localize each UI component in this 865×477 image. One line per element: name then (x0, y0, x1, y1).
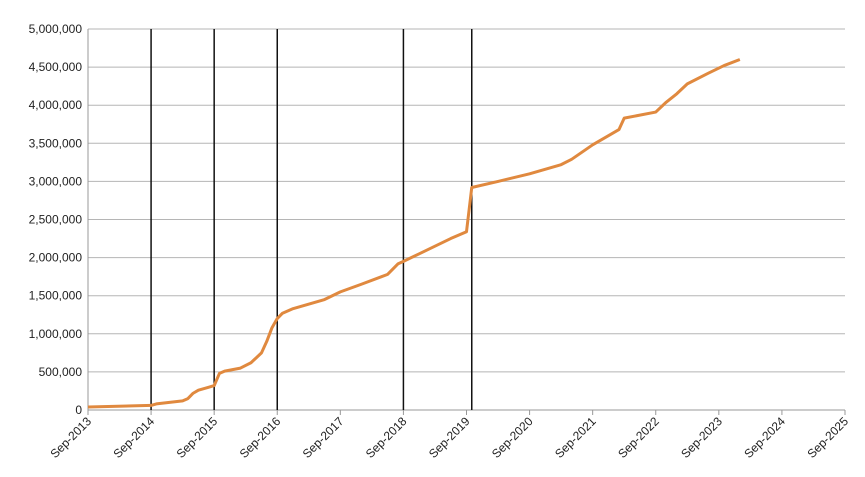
y-tick-label: 3,500,000 (29, 136, 83, 150)
x-tick-label: Sep-2018 (363, 414, 410, 461)
x-tick-label: Sep-2019 (426, 414, 473, 461)
y-tick-label: 1,500,000 (29, 289, 83, 303)
y-tick-label: 4,000,000 (29, 98, 83, 112)
x-tick-label: Sep-2016 (237, 414, 284, 461)
x-tick-label: Sep-2014 (111, 414, 158, 461)
x-tick-label: Sep-2013 (47, 414, 94, 461)
x-tick-label: Sep-2022 (615, 414, 662, 461)
x-tick-label: Sep-2021 (552, 414, 599, 461)
x-tick-label: Sep-2015 (174, 414, 221, 461)
y-tick-label: 2,500,000 (29, 213, 83, 227)
y-tick-label: 5,000,000 (29, 22, 83, 36)
y-tick-label: 2,000,000 (29, 251, 83, 265)
y-tick-label: 1,000,000 (29, 327, 83, 341)
y-tick-label: 500,000 (39, 365, 83, 379)
y-tick-label: 4,500,000 (29, 60, 83, 74)
x-tick-label: Sep-2025 (804, 414, 851, 461)
y-tick-label: 3,000,000 (29, 174, 83, 188)
x-tick-label: Sep-2017 (300, 414, 347, 461)
x-tick-label: Sep-2024 (741, 414, 788, 461)
y-tick-label: 0 (75, 403, 82, 417)
x-tick-label: Sep-2020 (489, 414, 536, 461)
data-line (87, 58, 741, 409)
x-tick-label: Sep-2023 (678, 414, 725, 461)
